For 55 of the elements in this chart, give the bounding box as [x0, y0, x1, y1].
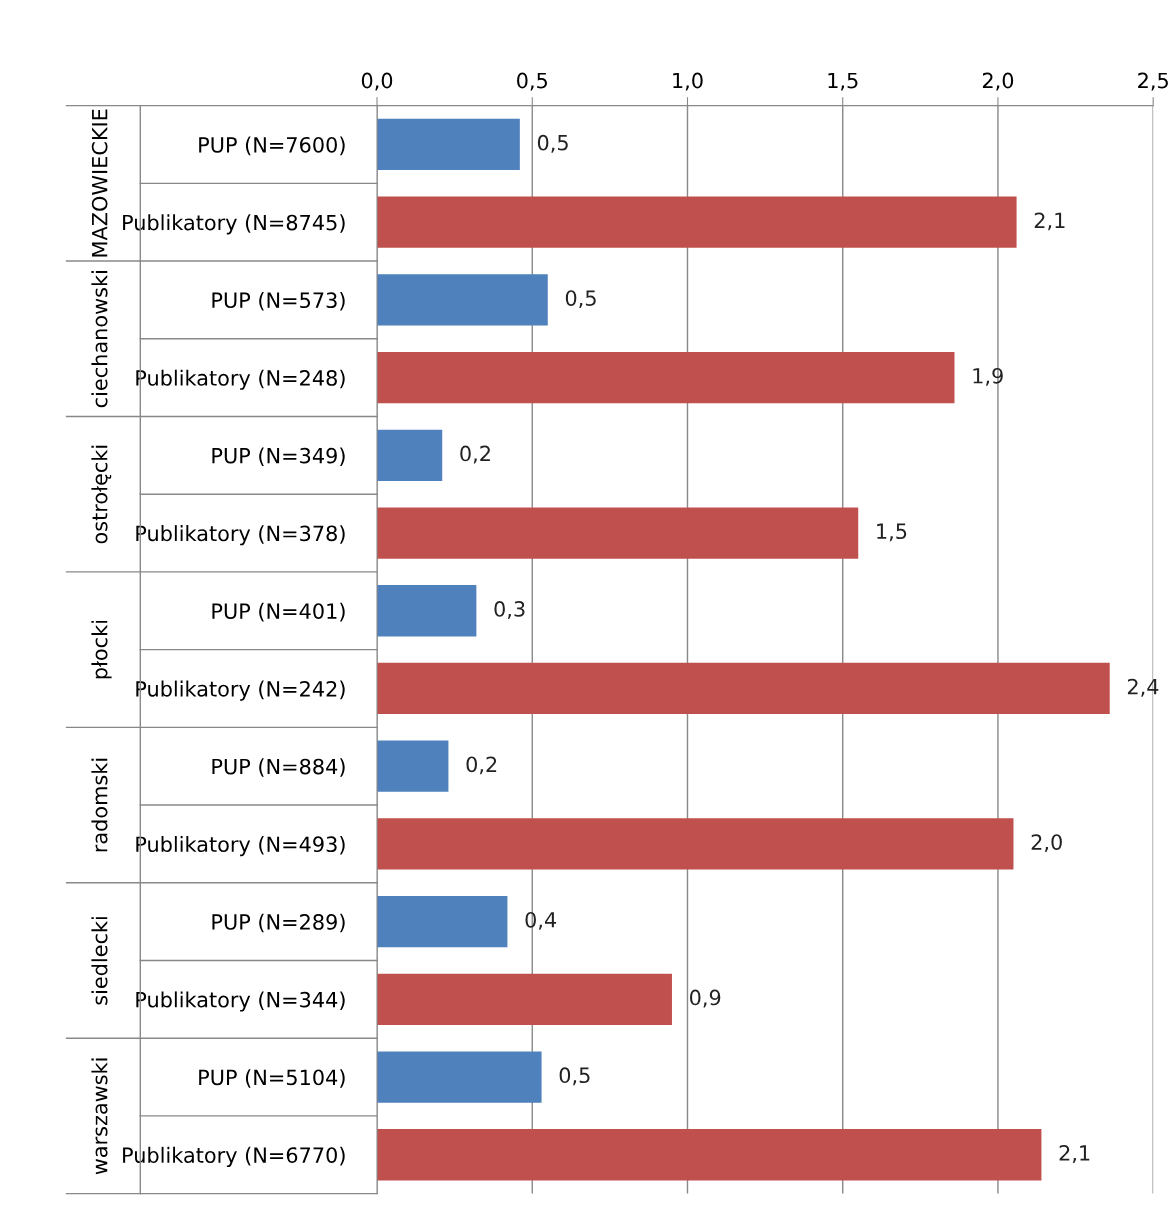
text: siedlecki [91, 917, 108, 1005]
bar [377, 973, 672, 1025]
data-label: 0,5 [565, 290, 596, 309]
data-label: 2,1 [1034, 212, 1065, 231]
text: radomski [91, 758, 108, 852]
bar [377, 740, 449, 792]
y-tick-label: Publikatory (N=6770) [123, 1146, 345, 1168]
data-label: 0,5 [559, 1067, 590, 1086]
data-label: 1,9 [973, 367, 1003, 386]
y-tick-label: PUP (N=7600) [199, 136, 345, 156]
y-tick-label: PUP (N=573) [212, 292, 345, 311]
bar [377, 196, 1017, 248]
x-tick-label: 1,5 [828, 72, 858, 91]
x-tick-label: 1,0 [673, 72, 703, 91]
data-label: 0,2 [466, 756, 497, 775]
bar [377, 429, 443, 481]
y-tick-label: PUP (N=401) [212, 602, 345, 622]
data-label: 1,5 [877, 523, 907, 542]
data-label: 2,1 [1059, 1145, 1090, 1163]
data-label: 2,4 [1127, 678, 1159, 697]
x-tick-label: 2,5 [1138, 72, 1168, 91]
data-label: 0,3 [494, 601, 525, 619]
data-label: 0,5 [537, 134, 568, 153]
y-tick-label: PUP (N=5104) [199, 1069, 345, 1088]
x-tick-label: 0,0 [361, 72, 393, 91]
bar [377, 118, 520, 171]
bar [377, 895, 508, 948]
bar [377, 351, 955, 404]
x-tick-label: 2,0 [982, 72, 1014, 91]
data-label: 2,0 [1031, 834, 1062, 853]
data-label: 0,4 [525, 911, 557, 930]
text: ciechanowski [91, 271, 108, 408]
data-label: 0,2 [460, 445, 490, 464]
bar [377, 662, 1110, 715]
y-tick-label: PUP (N=289) [212, 913, 345, 933]
y-tick-label: Publikatory (N=378) [136, 525, 345, 546]
y-tick-label: Publikatory (N=242) [136, 680, 345, 701]
text: warszawski [91, 1058, 108, 1175]
bar [377, 507, 859, 559]
bar [377, 818, 1014, 870]
x-tick-label: 0,5 [517, 72, 547, 91]
y-tick-label: Publikatory (N=344) [136, 991, 345, 1012]
bar [377, 1051, 542, 1103]
text: ostrołęcki [91, 445, 112, 544]
y-tick-label: Publikatory (N=248) [136, 369, 345, 390]
y-tick-label: PUP (N=349) [212, 447, 345, 466]
y-tick-label: Publikatory (N=8745) [123, 214, 345, 235]
bar [377, 274, 548, 326]
y-tick-label: Publikatory (N=493) [136, 835, 345, 857]
data-label: 0,9 [690, 989, 721, 1008]
bar [377, 585, 477, 637]
y-tick-label: PUP (N=884) [212, 758, 345, 777]
text: płocki [91, 620, 112, 679]
bar [377, 1129, 1042, 1181]
text: MAZOWIECKIE [91, 109, 108, 257]
